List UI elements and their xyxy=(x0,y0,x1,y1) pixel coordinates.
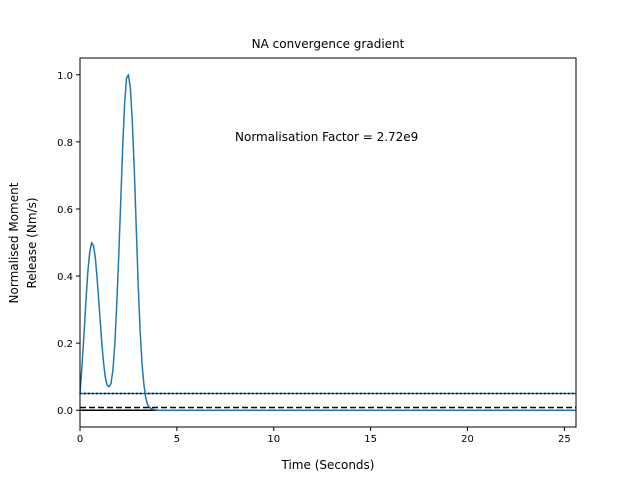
plot-frame xyxy=(79,57,577,428)
y-tick-label: 0.6 xyxy=(57,205,73,216)
x-tick-label: 15 xyxy=(364,434,377,445)
series-line xyxy=(79,74,576,411)
x-tick-label: 20 xyxy=(461,434,474,445)
y-tick-label: 0.4 xyxy=(57,272,73,283)
y-tick-label: 0.8 xyxy=(57,138,73,149)
x-tick-label: 5 xyxy=(174,434,180,445)
y-axis: 0.0 0.2 0.4 0.6 0.8 1.0 xyxy=(57,71,80,417)
x-tick-label: 10 xyxy=(267,434,280,445)
y-axis-label-line-1: Normalised Moment xyxy=(7,182,21,303)
x-axis: 0 5 10 15 20 25 xyxy=(77,427,571,445)
y-tick-label: 0.2 xyxy=(57,339,73,350)
chart-title: NA convergence gradient xyxy=(252,37,405,51)
x-axis-label: Time (Seconds) xyxy=(281,458,375,472)
normalisation-annotation: Normalisation Factor = 2.72e9 xyxy=(235,130,418,144)
x-tick-label: 25 xyxy=(558,434,571,445)
y-tick-label: 1.0 xyxy=(57,71,73,82)
plot-area xyxy=(79,74,576,411)
y-axis-label-line-2: Release (Nm/s) xyxy=(25,197,39,288)
x-tick-label: 0 xyxy=(77,434,83,445)
y-tick-label: 0.0 xyxy=(57,406,73,417)
